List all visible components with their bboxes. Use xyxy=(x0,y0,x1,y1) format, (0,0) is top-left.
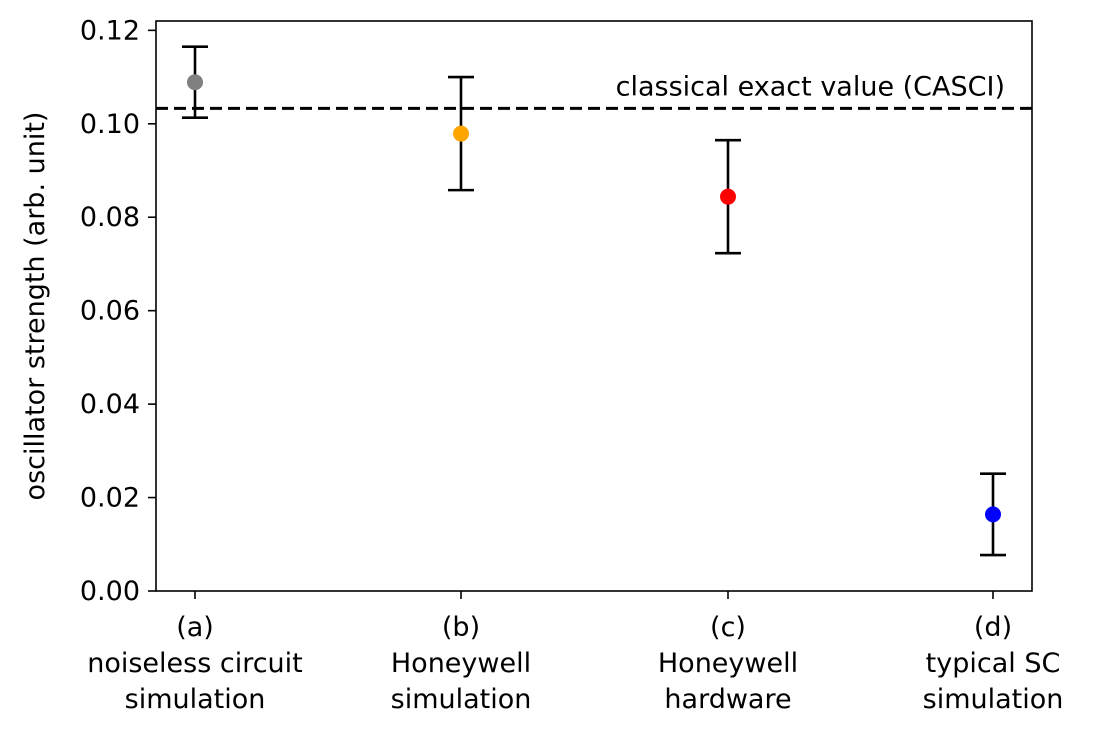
x-tick-label-line2: simulation xyxy=(391,684,532,715)
reference-label: classical exact value (CASCI) xyxy=(616,71,1005,102)
plot-area: 0.00 0.02 0.04 0.06 0.08 0.10 0.12 (a) noiseless… xyxy=(80,15,1064,715)
x-tick-label-letter: (c) xyxy=(710,612,746,643)
x-tick-label-line1: Honeywell xyxy=(658,648,798,679)
y-tick-label: 0.00 xyxy=(80,576,140,607)
x-tick-label-letter: (a) xyxy=(176,612,214,643)
x-tick-label-letter: (b) xyxy=(442,612,480,643)
plot-frame xyxy=(155,20,1033,592)
y-tick-label: 0.10 xyxy=(80,109,140,140)
x-tick-label-line2: simulation xyxy=(923,684,1064,715)
data-point xyxy=(985,506,1001,523)
y-tick-label: 0.12 xyxy=(80,15,140,46)
x-tick-label-line1: noiseless circuit xyxy=(87,648,303,679)
x-tick-label-line2: simulation xyxy=(125,684,266,715)
data-point xyxy=(720,188,736,205)
data-point xyxy=(187,74,203,91)
y-tick-label: 0.02 xyxy=(80,483,140,514)
y-tick-label: 0.08 xyxy=(80,202,140,233)
x-tick-label-line1: Honeywell xyxy=(391,648,531,679)
y-axis-label: oscillator strength (arb. unit) xyxy=(20,112,51,501)
y-tick-label: 0.06 xyxy=(80,296,140,327)
data-point xyxy=(453,125,469,142)
x-tick-label-line1: typical SC xyxy=(926,648,1061,679)
x-tick-label-line2: hardware xyxy=(664,684,791,715)
y-tick-label: 0.04 xyxy=(80,389,140,420)
x-tick-label-letter: (d) xyxy=(974,612,1012,643)
